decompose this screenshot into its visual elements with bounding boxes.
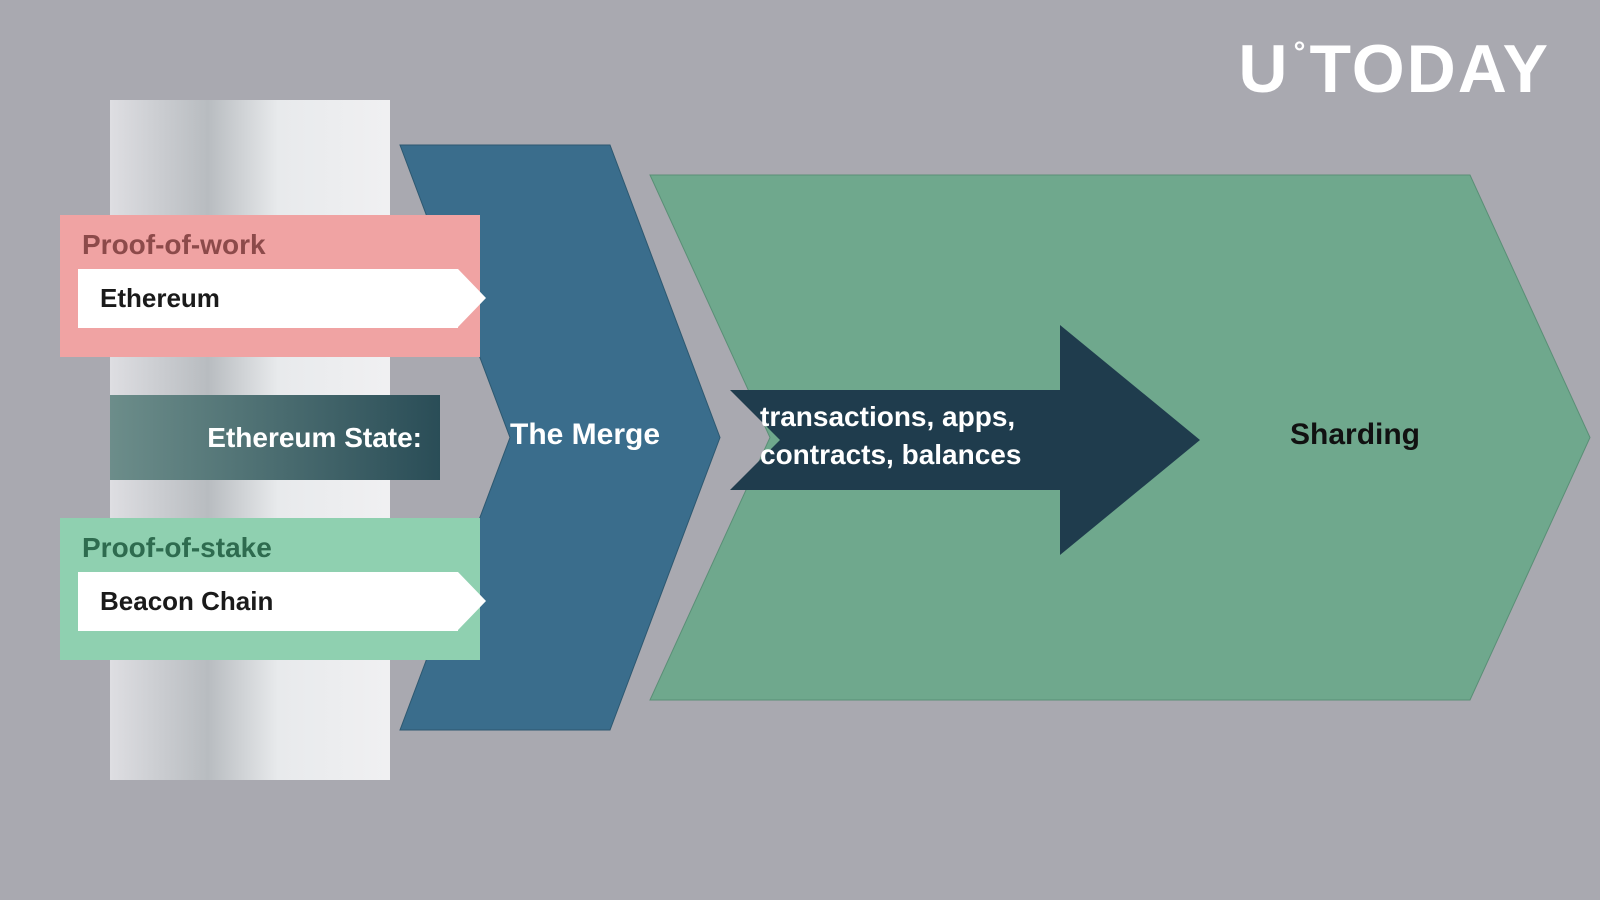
state-arrow-line1: transactions, apps,	[760, 401, 1015, 432]
eth-state-band: Ethereum State:	[110, 395, 440, 480]
pos-band: Proof-of-stake Beacon Chain	[60, 518, 480, 660]
pow-title: Proof-of-work	[60, 215, 480, 269]
pow-band: Proof-of-work Ethereum	[60, 215, 480, 357]
state-arrow-label: transactions, apps, contracts, balances	[760, 398, 1021, 474]
pos-sub-label: Beacon Chain	[78, 572, 458, 631]
eth-state-label: Ethereum State:	[207, 422, 422, 454]
pos-title: Proof-of-stake	[60, 518, 480, 572]
state-arrow-line2: contracts, balances	[760, 439, 1021, 470]
merge-label: The Merge	[510, 418, 660, 452]
sharding-label: Sharding	[1290, 418, 1420, 452]
pow-sub-label: Ethereum	[78, 269, 458, 328]
